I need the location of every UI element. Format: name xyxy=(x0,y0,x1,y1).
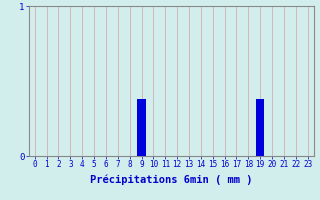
Bar xyxy=(137,99,146,156)
Bar xyxy=(256,99,264,156)
X-axis label: Précipitations 6min ( mm ): Précipitations 6min ( mm ) xyxy=(90,175,252,185)
